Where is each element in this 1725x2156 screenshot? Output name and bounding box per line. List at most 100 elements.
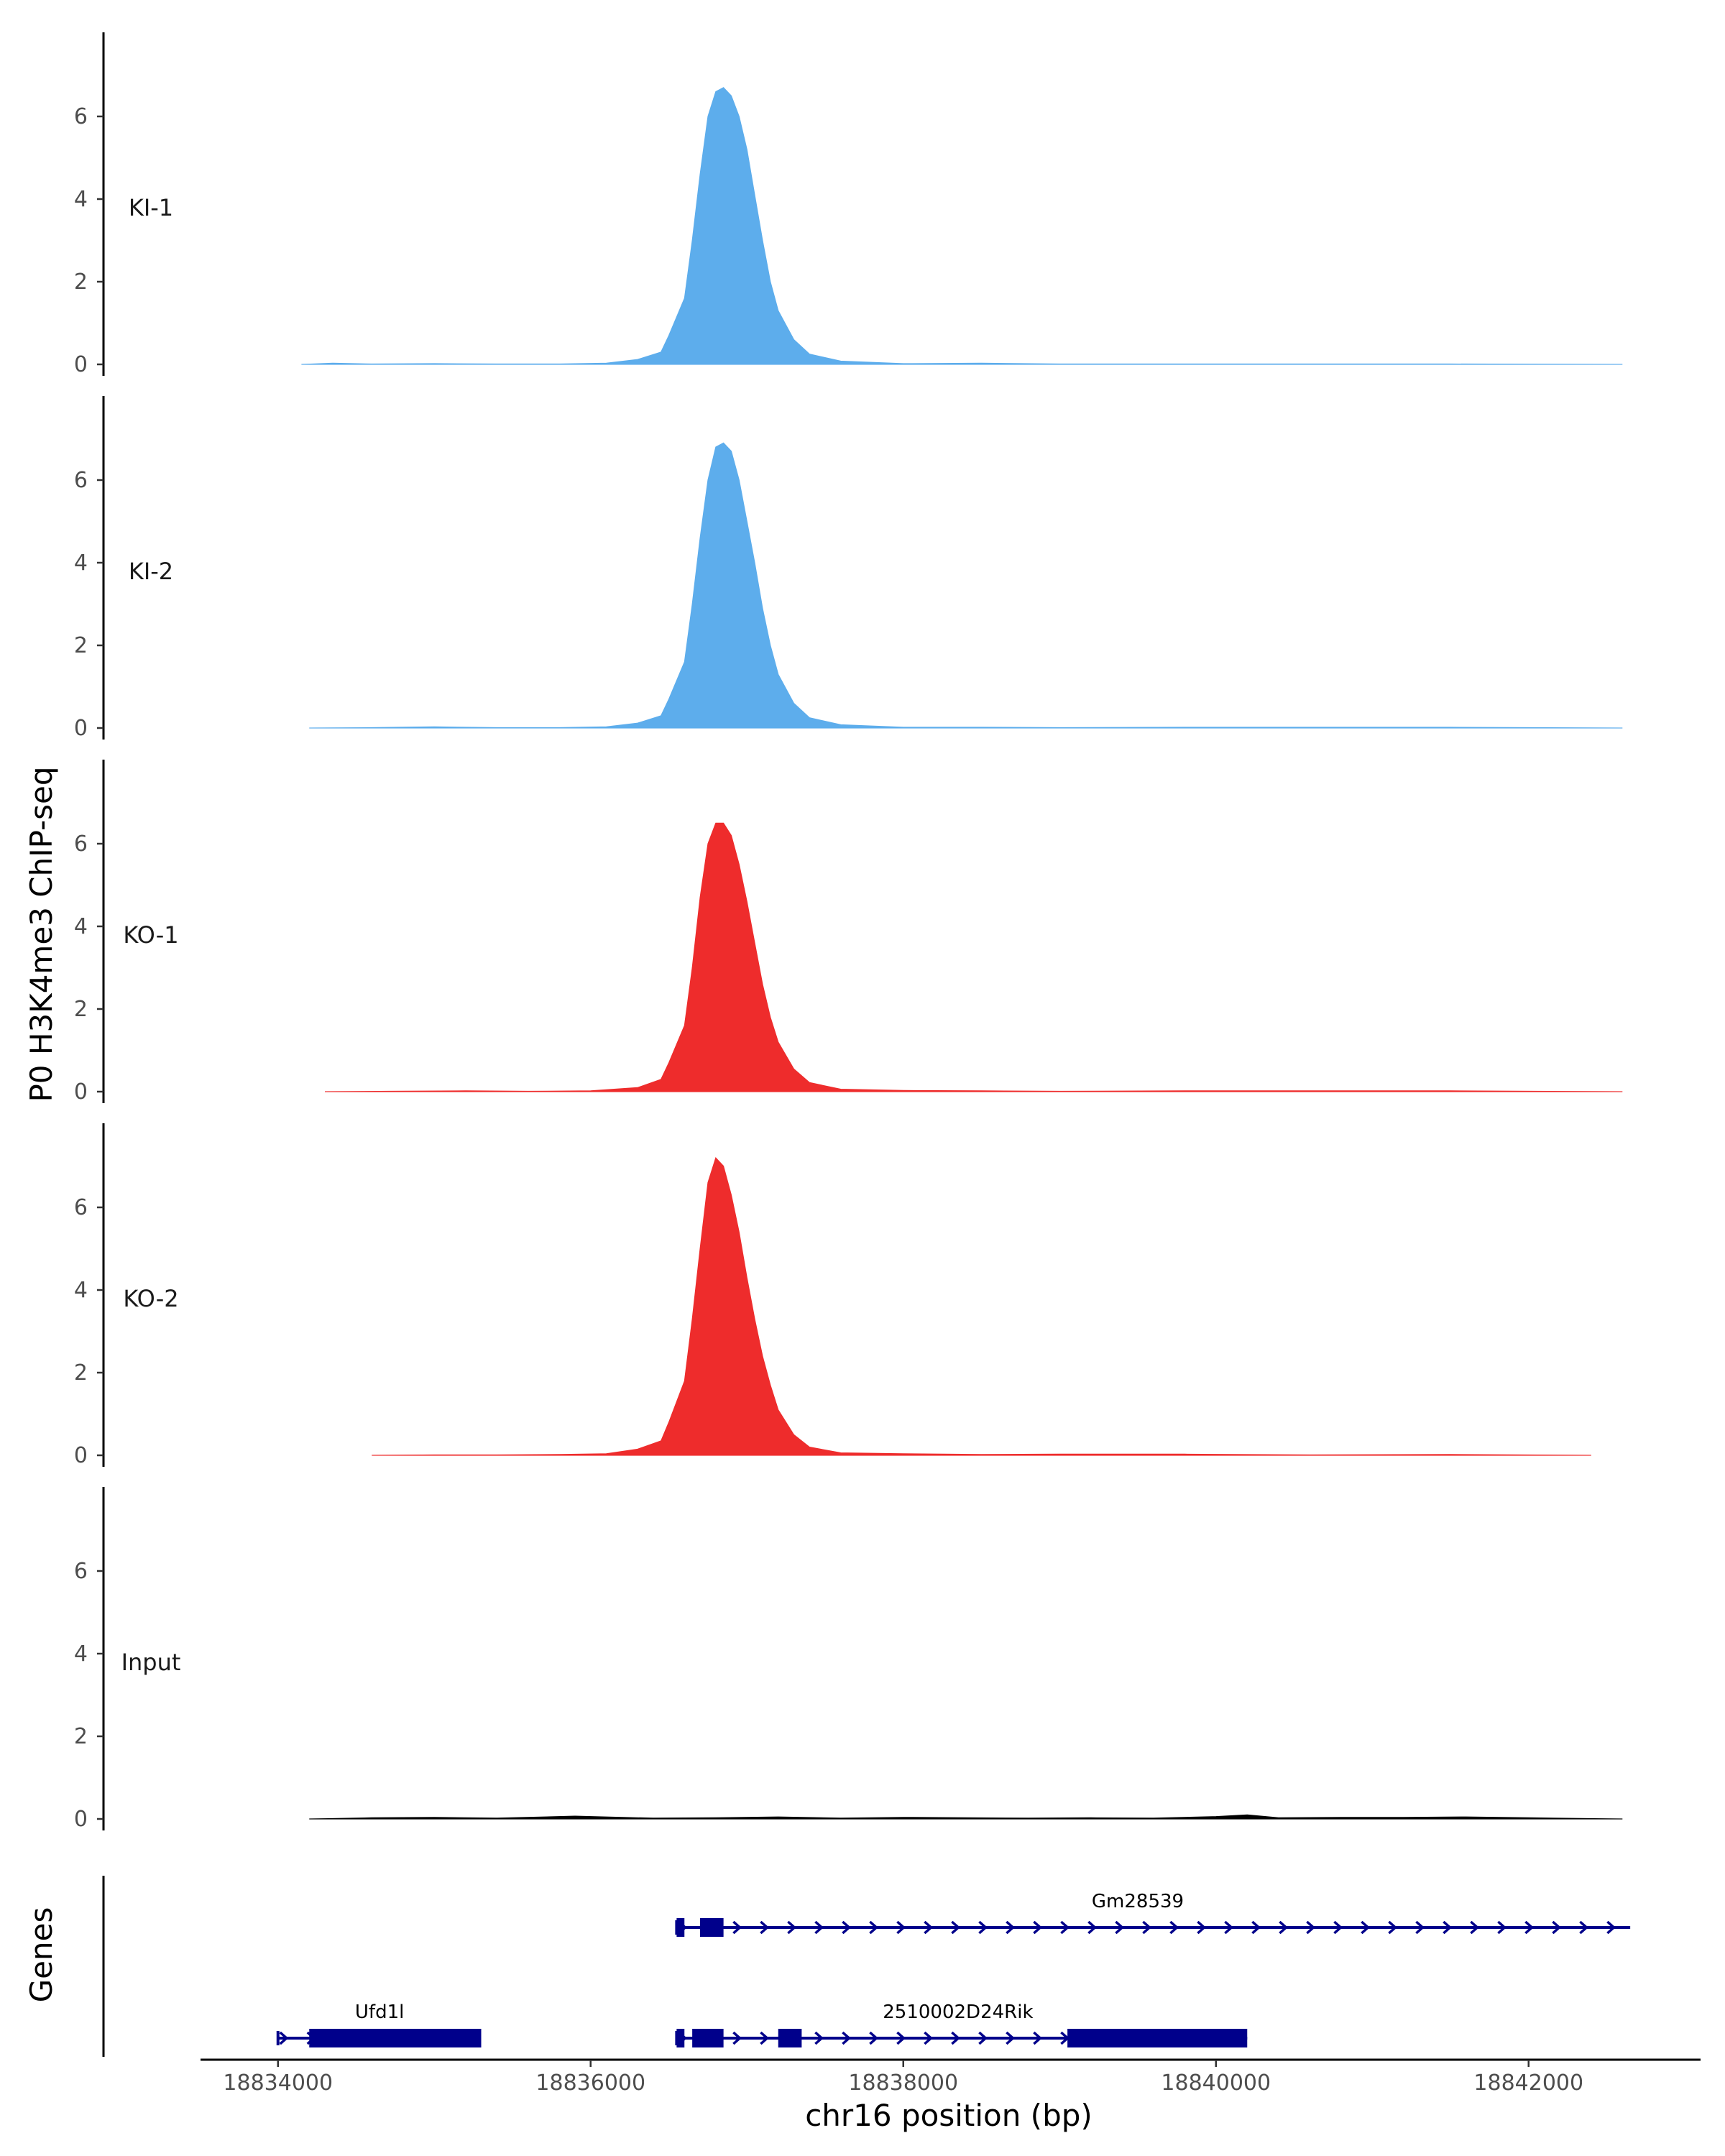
strand-arrow — [1087, 1920, 1098, 1935]
x-tick-label: 18838000 — [848, 2070, 958, 2096]
y-tick-label: 4 — [74, 1641, 88, 1667]
strand-arrow — [1333, 1920, 1343, 1935]
y-tick-label: 4 — [74, 914, 88, 939]
exon-block — [778, 2029, 802, 2047]
x-axis: 18834000 18836000 18838000 18840000 18842000 — [201, 2058, 1701, 2096]
gene-name-label: Gm28539 — [1092, 1891, 1184, 1912]
strand-arrow — [1279, 1920, 1289, 1935]
x-tick-label: 18840000 — [1161, 2070, 1271, 2096]
strand-arrow — [1006, 1920, 1016, 1935]
y-tick-label: 0 — [74, 1807, 88, 1832]
track-input: 0 2 4 6 Input — [74, 1487, 1623, 1832]
y-tick-label: 2 — [74, 997, 88, 1022]
strand-arrow — [869, 2031, 879, 2045]
track-ko-2: 0 2 4 6 KO-2 — [74, 1123, 1591, 1468]
track-ki-1: 0 2 4 6 KI-1 — [74, 32, 1623, 377]
gene-name-label: 2510002D24Rik — [883, 2001, 1033, 2023]
track-label: Input — [121, 1649, 181, 1676]
y-tick-label: 2 — [74, 633, 88, 658]
strand-arrow — [732, 1920, 742, 1935]
strand-arrow — [1361, 1920, 1371, 1935]
exon-block — [676, 1918, 685, 1937]
signal-area-input — [309, 1814, 1623, 1820]
gene-2510002d24rik: 2510002D24Rik — [675, 2001, 1248, 2047]
strand-arrow — [1197, 1920, 1207, 1935]
strand-arrow — [869, 1920, 879, 1935]
strand-arrow — [1306, 1920, 1316, 1935]
strand-arrow — [760, 1920, 770, 1935]
strand-arrow — [951, 1920, 961, 1935]
track-label: KI-1 — [129, 194, 173, 221]
strand-arrow — [896, 2031, 906, 2045]
strand-arrow — [1443, 1920, 1453, 1935]
y-tick-label: 6 — [74, 831, 88, 857]
strand-arrow — [1033, 2031, 1043, 2045]
strand-arrow — [1251, 1920, 1261, 1935]
gene-gm28539: Gm28539 — [675, 1891, 1631, 1937]
y-tick-label: 6 — [74, 104, 88, 129]
strand-arrow — [1115, 1920, 1125, 1935]
strand-arrow — [760, 2031, 770, 2045]
signal-area-ko-2 — [372, 1157, 1591, 1456]
y-tick-label: 4 — [74, 187, 88, 212]
strand-arrow — [1579, 1920, 1589, 1935]
y-tick-label: 0 — [74, 352, 88, 377]
strand-arrow — [924, 2031, 934, 2045]
strand-arrow — [924, 1920, 934, 1935]
strand-arrow — [842, 2031, 852, 2045]
y-tick-label: 2 — [74, 270, 88, 295]
strand-arrow — [279, 2031, 289, 2045]
strand-arrow — [896, 1920, 906, 1935]
strand-arrow — [1415, 1920, 1425, 1935]
x-tick-label: 18836000 — [535, 2070, 645, 2096]
y-tick-label: 2 — [74, 1360, 88, 1386]
y-tick-label: 6 — [74, 1559, 88, 1584]
track-label: KO-2 — [123, 1285, 178, 1312]
strand-arrow — [1169, 1920, 1179, 1935]
signal-area-ki-1 — [301, 87, 1623, 365]
y-axis-title: P0 H3K4me3 ChIP-seq — [24, 766, 59, 1102]
track-label: KI-2 — [129, 558, 173, 585]
signal-area-ko-1 — [324, 822, 1623, 1092]
exon-block — [700, 1918, 724, 1937]
x-axis-title: chr16 position (bp) — [805, 2098, 1092, 2133]
exon-block — [309, 2029, 482, 2047]
y-tick-label: 0 — [74, 716, 88, 741]
strand-arrow — [1060, 1920, 1070, 1935]
exon-block — [676, 2029, 685, 2047]
track-ki-2: 0 2 4 6 KI-2 — [74, 396, 1623, 741]
track-label: KO-1 — [123, 921, 178, 949]
signal-area-ki-2 — [309, 442, 1623, 729]
exon-block — [1067, 2029, 1248, 2047]
y-tick-label: 0 — [74, 1443, 88, 1468]
strand-arrow — [1388, 1920, 1398, 1935]
strand-arrow — [1006, 2031, 1016, 2045]
track-ko-1: 0 2 4 6 KO-1 — [74, 760, 1623, 1105]
y-tick-label: 4 — [74, 550, 88, 576]
strand-arrow — [1524, 1920, 1535, 1935]
y-tick-label: 2 — [74, 1724, 88, 1749]
x-tick-label: 18842000 — [1473, 2070, 1583, 2096]
gene-ufd1l: Ufd1l — [276, 2001, 482, 2047]
strand-arrow — [842, 1920, 852, 1935]
strand-arrow — [978, 1920, 988, 1935]
y-tick-label: 6 — [74, 1195, 88, 1220]
strand-arrow — [732, 2031, 742, 2045]
exon-block — [692, 2029, 724, 2047]
strand-arrow — [814, 1920, 824, 1935]
genes-axis-title: Genes — [24, 1907, 59, 2003]
gene-panel: Gm28539 Ufd1l 2510002D24Rik — [102, 1876, 1631, 2057]
y-tick-label: 0 — [74, 1079, 88, 1105]
strand-arrow — [951, 2031, 961, 2045]
y-tick-label: 6 — [74, 468, 88, 493]
strand-arrow — [814, 2031, 824, 2045]
strand-arrow — [1142, 1920, 1152, 1935]
strand-arrow — [1033, 1920, 1043, 1935]
tracks-group: 0 2 4 6 KI-1 0 2 4 6 KI-2 0 2 4 6 KO-1 0 2 4 6 KO-2 0 2 4 6 Inpu… — [74, 32, 1623, 1832]
strand-arrow — [1470, 1920, 1480, 1935]
strand-arrow — [787, 1920, 797, 1935]
strand-arrow — [1606, 1920, 1616, 1935]
strand-arrow — [978, 2031, 988, 2045]
strand-arrow — [1497, 1920, 1507, 1935]
